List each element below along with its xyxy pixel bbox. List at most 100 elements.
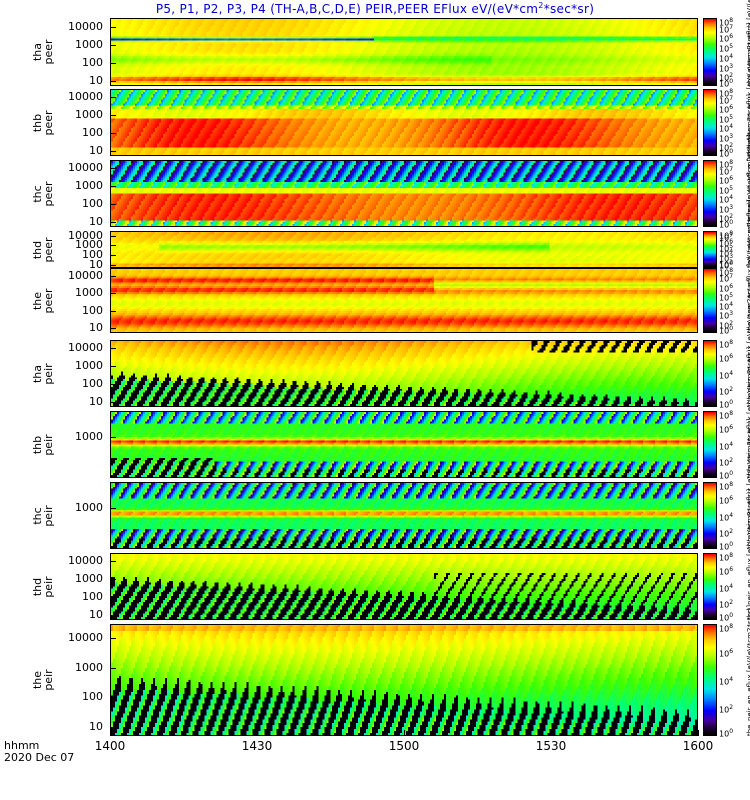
colorbar-tick-label: 100 — [719, 148, 734, 159]
y-tick-mark — [110, 311, 116, 312]
colorbar-tick-label: 108 — [719, 410, 734, 421]
colorbar-thc-peer — [703, 160, 717, 227]
y-axis-label-thc-peir: thc peir — [31, 486, 55, 546]
colorbar-tick-label: 100 — [719, 399, 734, 410]
colorbar-tick-label: 105 — [719, 113, 734, 125]
colorbar-tick-label: 108 — [719, 481, 734, 492]
y-tick-label: 100 — [82, 589, 103, 603]
colorbar-axis-label: the_peir_en_eflux [eV/(eV*cm2*s*sr)] — [746, 604, 750, 736]
x-tick-mark — [257, 730, 258, 736]
y-tick-mark — [110, 63, 116, 64]
colorbar-the-peir — [703, 624, 717, 736]
y-tick-label: 10 — [89, 394, 103, 408]
y-tick-label: 1000 — [75, 660, 103, 674]
y-tick-label: 1000 — [75, 286, 103, 300]
y-tick-mark — [110, 81, 116, 82]
colorbar-tick-label: 105 — [719, 291, 734, 303]
colorbar-tha-peir — [703, 340, 717, 407]
spectrogram-image — [111, 412, 697, 477]
colorbar-tha-peer — [703, 18, 717, 86]
y-tick-label: 10000 — [68, 228, 103, 242]
y-tick-mark — [110, 402, 116, 403]
y-tick-label: 10000 — [68, 554, 103, 568]
y-tick-label: 10000 — [68, 90, 103, 104]
y-tick-label: 100 — [82, 55, 103, 69]
colorbar-tick-label: 102 — [719, 457, 734, 468]
y-tick-mark — [110, 186, 116, 187]
y-tick-mark — [110, 236, 116, 237]
y-tick-label: 10 — [89, 720, 103, 734]
colorbar-tick-label: 103 — [719, 62, 734, 74]
colorbar-tick-label: 106 — [719, 175, 734, 186]
y-tick-mark — [110, 384, 116, 385]
colorbar-tick-label: 106 — [719, 648, 734, 659]
colorbar-thb-peir — [703, 411, 717, 478]
colorbar-tick-label: 108 — [719, 88, 734, 99]
colorbar-gradient — [704, 161, 716, 226]
colorbar-tick-label: 100 — [719, 612, 734, 623]
colorbar-tick-label: 100 — [719, 260, 734, 271]
colorbar-tick-label: 108 — [719, 17, 734, 28]
colorbar-tick-label: 105 — [719, 184, 734, 196]
y-tick-label: 10 — [89, 73, 103, 87]
colorbar-tick-label: 100 — [719, 325, 734, 336]
colorbar-tick-label: 103 — [719, 132, 734, 144]
colorbar-tick-label: 107 — [719, 165, 734, 177]
colorbar-gradient — [704, 412, 716, 477]
spectrogram-image — [111, 341, 697, 406]
spectrogram-image — [111, 554, 697, 619]
colorbar-tick-label: 107 — [719, 232, 734, 243]
y-tick-mark — [110, 328, 116, 329]
y-tick-label: 1000 — [75, 501, 103, 515]
y-tick-mark — [110, 45, 116, 46]
colorbar-tick-label: 104 — [719, 194, 734, 205]
y-tick-label: 1000 — [75, 37, 103, 51]
x-axis-unit-label: hhmm — [4, 739, 40, 752]
colorbar-tick-label: 103 — [719, 310, 734, 322]
colorbar-tick-label: 102 — [719, 72, 734, 83]
y-tick-mark — [110, 293, 116, 294]
y-tick-mark — [110, 204, 116, 205]
y-tick-label: 10 — [89, 607, 103, 621]
colorbar-tick-label: 106 — [719, 494, 734, 506]
colorbar-tick-label: 107 — [719, 23, 734, 35]
y-tick-mark — [110, 366, 116, 367]
y-tick-label: 1000 — [75, 359, 103, 373]
colorbar-tick-label: 103 — [719, 203, 734, 215]
y-tick-mark — [110, 615, 116, 616]
spectrogram-image — [111, 232, 697, 267]
x-tick-label: 1530 — [535, 739, 567, 753]
y-tick-label: 100 — [82, 303, 103, 317]
colorbar-tick-label: 106 — [719, 104, 734, 115]
colorbar-tick-label: 100 — [719, 541, 734, 552]
y-tick-label: 1000 — [75, 108, 103, 122]
y-tick-mark — [110, 348, 116, 349]
y-tick-label: 10000 — [68, 269, 103, 283]
y-tick-mark — [110, 276, 116, 277]
x-tick-mark — [110, 730, 111, 736]
y-tick-mark — [110, 437, 116, 438]
spectrogram-panel-thc-peir — [110, 482, 698, 549]
colorbar-gradient — [704, 19, 716, 85]
plot-title: P5, P1, P2, P3, P4 (TH-A,B,C,D,E) PEIR,P… — [0, 1, 750, 16]
x-tick-label: 1600 — [682, 739, 714, 753]
y-tick-label: 100 — [82, 196, 103, 210]
y-tick-label: 10 — [89, 258, 103, 272]
y-tick-mark — [110, 97, 116, 98]
colorbar-gradient — [704, 554, 716, 619]
y-tick-label: 10000 — [68, 19, 103, 33]
colorbar-tick-label: 104 — [719, 123, 734, 134]
y-tick-mark — [110, 668, 116, 669]
colorbar-tick-label: 104 — [719, 676, 734, 687]
colorbar-the-peer — [703, 268, 717, 333]
colorbar-tick-label: 104 — [719, 440, 734, 452]
x-tick-mark — [404, 730, 405, 736]
colorbar-tick-label: 102 — [719, 386, 734, 397]
colorbar-tick-label: 106 — [719, 565, 734, 577]
y-tick-mark — [110, 245, 116, 246]
colorbar-thd-peer — [703, 231, 717, 268]
colorbar-tick-label: 105 — [719, 242, 734, 254]
colorbar-tick-label: 106 — [719, 282, 734, 294]
spectrogram-panel-thd-peir — [110, 553, 698, 620]
